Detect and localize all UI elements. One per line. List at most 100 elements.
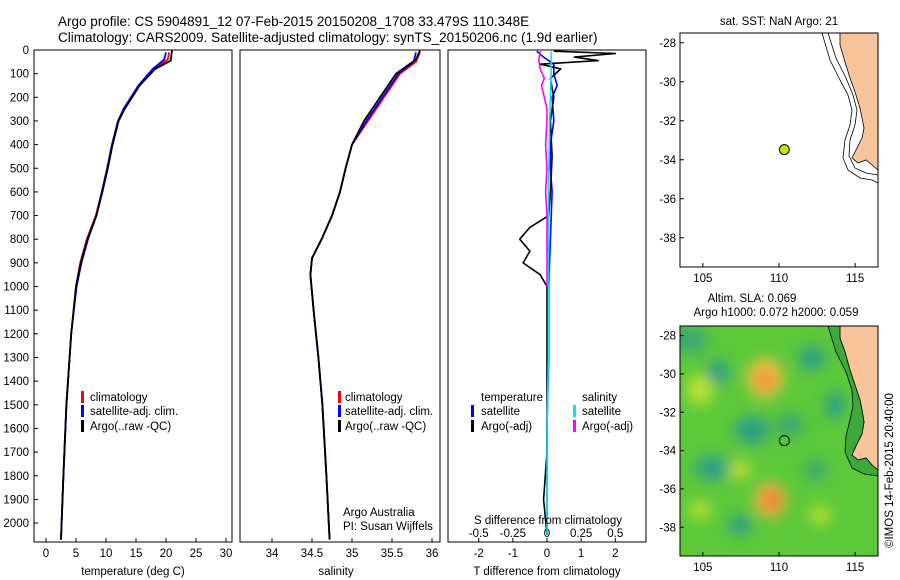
y-tick-label: 100 bbox=[10, 69, 29, 81]
difference-legend-temperature: temperature satellite Argo(-adj) bbox=[471, 392, 543, 433]
y-tick-label: 1300 bbox=[3, 353, 29, 365]
y-tick-label: 700 bbox=[10, 211, 29, 223]
legend-swatch-argo bbox=[338, 420, 341, 432]
sla-high bbox=[765, 491, 779, 509]
s-tick-label: 0.25 bbox=[570, 528, 592, 540]
y-tick-label: 1900 bbox=[3, 494, 29, 506]
y-tick-label: 1100 bbox=[4, 305, 29, 317]
y-tick-label: -36 bbox=[659, 194, 676, 206]
x-tick-label: 10 bbox=[100, 548, 113, 560]
y-tick-label: 1200 bbox=[3, 329, 29, 341]
sla-low bbox=[728, 515, 752, 535]
sla-low bbox=[680, 326, 708, 354]
legend-label: climatology bbox=[345, 392, 403, 404]
sla-low bbox=[706, 360, 730, 384]
x-tick-label: 115 bbox=[846, 273, 864, 285]
x-tick-label: 5 bbox=[73, 548, 79, 560]
x-tick-label: 34 bbox=[266, 548, 279, 560]
y-tick-label: -28 bbox=[659, 331, 676, 343]
sla-low bbox=[825, 391, 845, 419]
legend-label: satellite-adj. clim. bbox=[90, 406, 178, 418]
legend-title: salinity bbox=[582, 392, 617, 404]
y-tick-label: 0 bbox=[23, 45, 29, 57]
legend-swatch-climatology bbox=[338, 391, 341, 403]
legend-label: Argo(..raw -QC) bbox=[345, 421, 426, 433]
temperature-xlabel: temperature (deg C) bbox=[81, 566, 185, 578]
x-tick-label: -2 bbox=[474, 548, 484, 560]
y-tick-label: 1800 bbox=[3, 471, 29, 483]
y-tick-label: 1500 bbox=[3, 400, 29, 412]
series-line-2 bbox=[60, 50, 173, 540]
salinity-panel bbox=[239, 49, 441, 543]
series-line-2 bbox=[546, 51, 552, 535]
y-tick-label: 1000 bbox=[3, 282, 29, 294]
t-difference-xlabel: T difference from climatology bbox=[473, 566, 620, 578]
y-tick-label: 300 bbox=[10, 116, 29, 128]
y-tick-label: -28 bbox=[659, 38, 676, 50]
sla-low bbox=[776, 413, 804, 437]
x-tick-label: 1 bbox=[578, 548, 584, 560]
y-tick-label: 500 bbox=[10, 163, 29, 175]
y-tick-label: -32 bbox=[659, 116, 676, 128]
legend-swatch-satellite bbox=[81, 405, 84, 417]
y-tick-label: 1400 bbox=[3, 376, 29, 388]
sla-high bbox=[730, 461, 750, 479]
x-tick-label: 105 bbox=[693, 562, 712, 574]
legend-label: climatology bbox=[90, 392, 148, 404]
y-tick-label: 900 bbox=[10, 258, 29, 270]
y-tick-label: -36 bbox=[659, 484, 676, 496]
annotation-argo-australia: Argo Australia bbox=[343, 507, 415, 519]
x-tick-label: 20 bbox=[160, 548, 173, 560]
sla-map-shelf bbox=[827, 326, 878, 477]
sla-high bbox=[690, 500, 710, 520]
x-tick-label: 0 bbox=[43, 548, 49, 560]
legend-label: satellite-adj. clim. bbox=[345, 406, 433, 418]
y-tick-label: 2000 bbox=[3, 518, 29, 530]
legend-label: satellite bbox=[481, 406, 520, 418]
sla-high bbox=[757, 370, 773, 390]
y-tick-label: 1700 bbox=[3, 447, 29, 459]
s-tick-label: 0.5 bbox=[607, 528, 623, 540]
x-tick-label: 110 bbox=[770, 273, 788, 285]
salinity-plot: 34 34.5 35 35.5 36 bbox=[266, 50, 439, 560]
legend-label: Argo(..raw -QC) bbox=[90, 421, 171, 433]
series-line-3 bbox=[537, 51, 548, 287]
legend-swatch-satellite bbox=[338, 405, 341, 417]
annotation-pi: PI: Susan Wijffels bbox=[343, 521, 433, 533]
sla-map-axes: 105 110 115 -28 -30 -32 -34 -36 -38 bbox=[659, 331, 864, 574]
sst-map-frame bbox=[679, 32, 879, 268]
sst-map-title: sat. SST: NaN Argo: 21 bbox=[720, 16, 838, 28]
legend-swatch-argo bbox=[81, 420, 84, 432]
salinity-legend: climatology satellite-adj. clim. Argo(..… bbox=[338, 391, 433, 433]
s-difference-label: S difference from climatology bbox=[474, 515, 622, 527]
salinity-xlabel: salinity bbox=[318, 566, 353, 578]
temperature-panel bbox=[33, 49, 233, 543]
sla-low bbox=[694, 456, 730, 480]
series-line-0 bbox=[60, 52, 170, 540]
legend-label: Argo(-adj) bbox=[582, 421, 633, 433]
y-tick-label: -38 bbox=[659, 522, 676, 534]
sla-low bbox=[803, 460, 827, 480]
x-tick-label: 0 bbox=[544, 548, 550, 560]
x-tick-label: -1 bbox=[508, 548, 518, 560]
y-tick-label: -34 bbox=[659, 155, 676, 167]
sla-anomaly-blobs bbox=[680, 326, 845, 535]
difference-legend-salinity: salinity satellite Argo(-adj) bbox=[573, 392, 633, 433]
x-tick-label: 105 bbox=[693, 273, 712, 285]
y-tick-label: -34 bbox=[659, 446, 676, 458]
sla-high bbox=[810, 505, 830, 525]
y-tick-label: 1600 bbox=[3, 423, 29, 435]
legend-label: satellite bbox=[582, 406, 621, 418]
series-line-0 bbox=[309, 52, 421, 540]
x-tick-label: 34.5 bbox=[301, 548, 323, 560]
x-tick-label: 35 bbox=[346, 548, 359, 560]
x-tick-label: 2 bbox=[612, 548, 618, 560]
sla-map-title: Altim. SLA: 0.069 bbox=[708, 293, 797, 305]
x-tick-label: 36 bbox=[426, 548, 439, 560]
x-tick-label: 15 bbox=[130, 548, 143, 560]
y-tick-label: 600 bbox=[10, 187, 29, 199]
y-tick-label: 800 bbox=[10, 234, 29, 246]
temperature-legend: climatology satellite-adj. clim. Argo(..… bbox=[81, 391, 178, 433]
legend-swatch-climatology bbox=[81, 391, 84, 403]
